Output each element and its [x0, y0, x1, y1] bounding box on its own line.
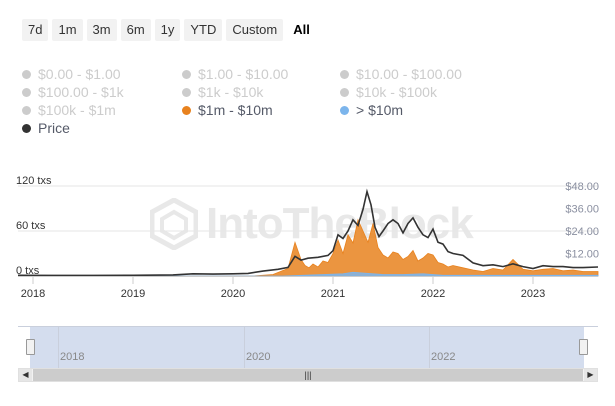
legend-item[interactable]: $100k - $1m	[22, 102, 116, 119]
legend-label: $1m - $10m	[198, 102, 273, 118]
legend-label: $0.00 - $1.00	[38, 66, 121, 82]
x-tick-label: 2023	[521, 288, 545, 300]
legend-dot-icon	[22, 124, 31, 133]
range-button-all[interactable]: All	[293, 22, 310, 37]
legend-label: > $10m	[356, 102, 404, 118]
legend-dot-icon	[182, 88, 191, 97]
navigator-gridline	[58, 327, 59, 369]
legend-label: Price	[38, 120, 70, 136]
range-button-3m[interactable]: 3m	[86, 19, 117, 41]
range-button-custom[interactable]: Custom	[226, 19, 284, 41]
legend-dot-icon	[22, 88, 31, 97]
range-button-7d[interactable]: 7d	[22, 19, 49, 41]
scrollbar[interactable]: ◀ ||| ▶	[18, 368, 598, 382]
watermark: IntoTheBlock	[150, 198, 474, 250]
legend-item[interactable]: $10k - $100k	[340, 84, 437, 101]
range-button-6m[interactable]: 6m	[120, 19, 151, 41]
range-button-ytd[interactable]: YTD	[184, 19, 223, 41]
watermark-text: IntoTheBlock	[206, 199, 474, 248]
range-button-1m[interactable]: 1m	[52, 19, 83, 41]
legend-item[interactable]: $0.00 - $1.00	[22, 66, 121, 83]
legend-dot-icon	[182, 106, 191, 115]
x-tick-label: 2019	[121, 288, 145, 300]
legend-dot-icon	[22, 70, 31, 79]
legend-dot-icon	[340, 106, 349, 115]
series-area	[18, 271, 599, 277]
navigator-selection[interactable]	[30, 327, 584, 369]
range-selector: 7d 1m 3m 6m 1y YTD Custom All	[22, 19, 316, 41]
scrollbar-thumb[interactable]: |||	[33, 369, 583, 381]
legend-label: $1k - $10k	[198, 84, 264, 100]
navigator-right-handle[interactable]	[579, 339, 588, 355]
legend-item[interactable]: Price	[22, 120, 70, 137]
legend-item[interactable]: $1.00 - $10.00	[182, 66, 288, 83]
series-line	[17, 188, 599, 277]
navigator-tick-label: 2020	[246, 351, 271, 363]
scroll-right-arrow-icon[interactable]: ▶	[584, 369, 597, 381]
y-left-tick-label: 60 txs	[16, 220, 46, 232]
x-tick-label: 2021	[321, 288, 345, 300]
legend-label: $1.00 - $10.00	[198, 66, 289, 82]
series-area	[18, 218, 599, 277]
legend-dot-icon	[22, 106, 31, 115]
scroll-left-arrow-icon[interactable]: ◀	[19, 369, 32, 381]
y-right-tick-label: $12.00	[565, 249, 599, 261]
range-button-1y[interactable]: 1y	[154, 19, 181, 41]
navigator[interactable]: 2018 2020 2022	[18, 326, 598, 370]
legend-dot-icon	[340, 70, 349, 79]
transactions-chart[interactable]: 0 txs 60 txs 120 txs $12.00 $24.00 $36.00 $48.…	[0, 0, 615, 320]
navigator-gridline	[429, 327, 430, 369]
legend-item[interactable]: > $10m	[340, 102, 403, 119]
legend-item[interactable]: $10.00 - $100.00	[340, 66, 462, 83]
y-right-tick-label: $24.00	[565, 226, 599, 238]
legend-item[interactable]: $1k - $10k	[182, 84, 263, 101]
legend-dot-icon	[340, 88, 349, 97]
legend-label: $100k - $1m	[38, 102, 116, 118]
y-left-tick-label: 120 txs	[16, 175, 52, 187]
y-right-tick-label: $48.00	[565, 181, 599, 193]
navigator-tick-label: 2022	[431, 351, 456, 363]
x-tick-label: 2022	[421, 288, 445, 300]
x-tick-label: 2018	[21, 288, 45, 300]
legend-dot-icon	[182, 70, 191, 79]
legend-label: $10k - $100k	[356, 84, 437, 100]
navigator-tick-label: 2018	[60, 351, 85, 363]
y-left-tick-label: 0 txs	[16, 265, 40, 277]
legend-label: $10.00 - $100.00	[356, 66, 462, 82]
navigator-left-handle[interactable]	[26, 339, 35, 355]
navigator-gridline	[244, 327, 245, 369]
legend-item[interactable]: $1m - $10m	[182, 102, 273, 119]
y-right-tick-label: $36.00	[565, 204, 599, 216]
legend-item[interactable]: $100.00 - $1k	[22, 84, 124, 101]
legend-label: $100.00 - $1k	[38, 84, 124, 100]
x-tick-label: 2020	[221, 288, 245, 300]
watermark-logo-icon	[150, 198, 198, 250]
